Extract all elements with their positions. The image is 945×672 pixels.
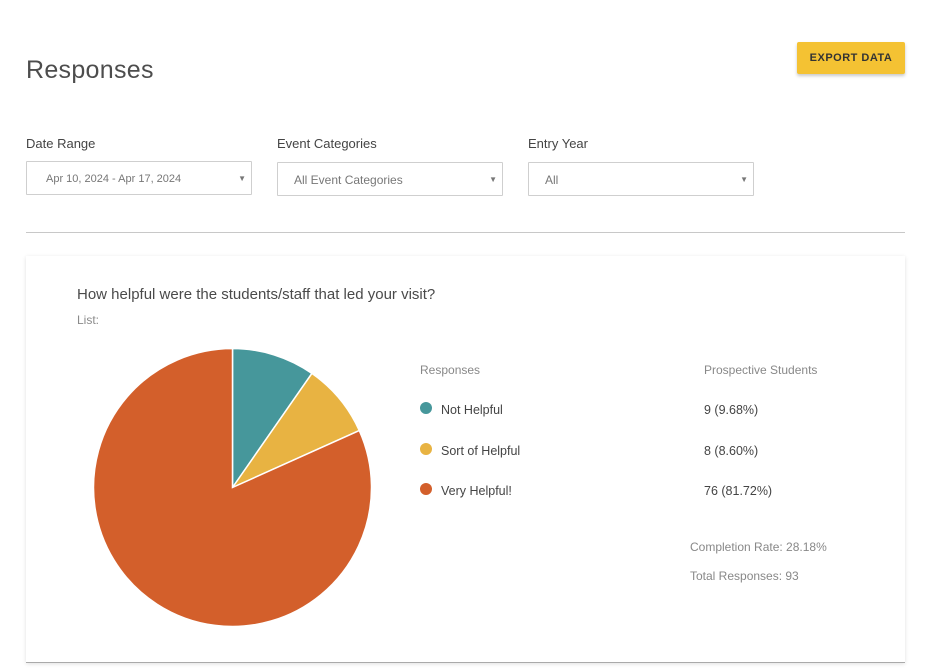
audience-column-header: Prospective Students bbox=[704, 363, 818, 377]
chevron-down-icon: ▼ bbox=[740, 175, 748, 184]
legend-dot-sort-of-helpful bbox=[420, 443, 432, 455]
legend-value-sort-of-helpful: 8 (8.60%) bbox=[704, 444, 759, 458]
export-data-button[interactable]: EXPORT DATA bbox=[797, 42, 905, 74]
legend-value-very-helpful: 76 (81.72%) bbox=[704, 484, 773, 498]
page-title: Responses bbox=[26, 56, 154, 84]
legend-value-not-helpful: 9 (9.68%) bbox=[704, 403, 759, 417]
pie-chart bbox=[92, 347, 373, 628]
event-categories-select[interactable]: All Event Categories ▼ bbox=[277, 162, 503, 196]
legend-dot-not-helpful bbox=[420, 402, 432, 414]
chevron-down-icon: ▼ bbox=[489, 175, 497, 184]
legend-label-sort-of-helpful: Sort of Helpful bbox=[441, 444, 521, 458]
divider bbox=[26, 232, 905, 233]
entry-year-label: Entry Year bbox=[528, 136, 588, 151]
legend-label-not-helpful: Not Helpful bbox=[441, 403, 503, 417]
date-range-select[interactable]: Apr 10, 2024 - Apr 17, 2024 ▼ bbox=[26, 161, 252, 195]
chevron-down-icon: ▼ bbox=[238, 174, 246, 183]
date-range-label: Date Range bbox=[26, 136, 96, 151]
legend-label-very-helpful: Very Helpful! bbox=[441, 484, 512, 498]
question-title: How helpful were the students/staff that… bbox=[77, 286, 436, 303]
legend-dot-very-helpful bbox=[420, 483, 432, 495]
entry-year-select[interactable]: All ▼ bbox=[528, 162, 754, 196]
pie-slice-not-helpful bbox=[231, 347, 313, 490]
event-categories-value: All Event Categories bbox=[294, 173, 403, 187]
pie-slice-very-helpful bbox=[92, 347, 373, 628]
responses-column-header: Responses bbox=[420, 363, 481, 377]
date-range-value: Apr 10, 2024 - Apr 17, 2024 bbox=[46, 173, 182, 185]
entry-year-value: All bbox=[545, 173, 559, 187]
list-label: List: bbox=[77, 313, 100, 327]
event-categories-label: Event Categories bbox=[277, 136, 377, 151]
total-responses: Total Responses: 93 bbox=[690, 569, 799, 583]
completion-rate: Completion Rate: 28.18% bbox=[690, 540, 827, 554]
